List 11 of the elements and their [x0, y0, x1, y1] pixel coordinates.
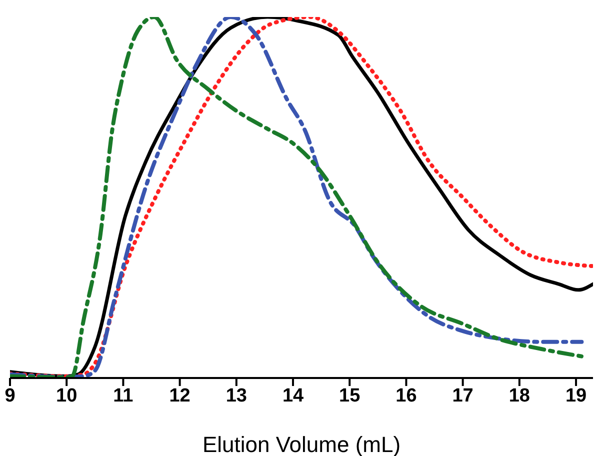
x-tick-label: 16 [396, 385, 417, 406]
x-tick-label: 12 [169, 385, 190, 406]
x-tick-label: 13 [226, 385, 247, 406]
x-tick-label: 9 [4, 385, 16, 406]
x-tick-label: 17 [452, 385, 474, 406]
x-tick-label: 15 [339, 385, 361, 406]
x-tick-label: 18 [508, 385, 530, 406]
x-tick-label: 11 [113, 385, 134, 406]
x-tick-label: 10 [56, 385, 78, 406]
x-tick-label: 14 [282, 385, 304, 406]
x-tick-label: 19 [565, 385, 587, 406]
